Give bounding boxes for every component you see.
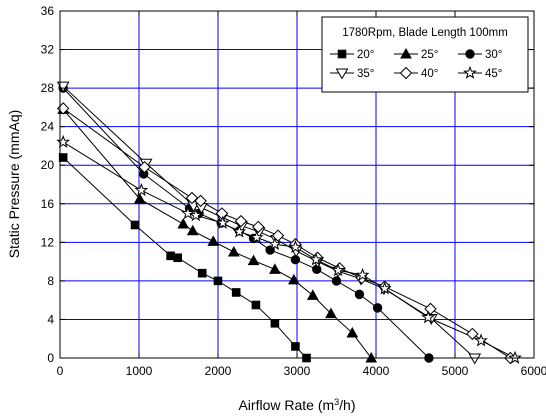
data-point-1	[247, 254, 260, 266]
legend-label: 40°	[421, 68, 438, 80]
data-point-5	[474, 333, 488, 347]
y-tick-label: 32	[41, 43, 55, 57]
x-axis-label: Airflow Rate (m3/h)	[238, 397, 355, 413]
y-tick-label: 0	[47, 351, 54, 365]
data-point-3	[468, 353, 482, 365]
data-point-2	[354, 289, 365, 300]
data-point-4	[234, 214, 248, 228]
y-tick-label: 28	[41, 81, 55, 95]
data-point-4	[138, 160, 151, 174]
y-tick-label: 4	[47, 312, 54, 326]
legend-label: 30°	[485, 49, 502, 61]
legend-marker	[399, 66, 413, 80]
data-point-4	[466, 327, 479, 341]
legend-marker	[463, 65, 477, 79]
data-point-0	[166, 251, 175, 261]
data-point-1	[207, 235, 220, 246]
legend-marker	[465, 49, 475, 59]
data-point-4	[424, 302, 437, 316]
data-point-1	[186, 224, 199, 236]
x-tick-label: 6000	[521, 364, 546, 378]
data-point-5	[309, 252, 323, 266]
data-point-0	[197, 268, 207, 278]
data-point-2	[290, 254, 301, 265]
axes: 0 1000 2000 3000 4000 5000 6000 0 4 8 12 16 20 24 28 32…	[41, 4, 546, 378]
grid	[60, 11, 534, 358]
data-point-2	[372, 303, 383, 313]
data-point-0	[213, 276, 223, 286]
data-point-1	[325, 307, 337, 319]
data-point-0	[291, 342, 300, 351]
data-point-5	[249, 230, 264, 244]
data-point-5	[215, 215, 230, 229]
data-point-5	[134, 183, 149, 197]
data-point-4	[194, 194, 207, 208]
data-point-5	[267, 237, 282, 251]
data-point-1	[227, 245, 240, 257]
x-tick-label: 5000	[442, 364, 469, 378]
data-point-4	[252, 220, 265, 234]
legend-title: 1780Rpm, Blade Length 100mm	[342, 27, 508, 39]
x-tick-label: 0	[57, 364, 64, 378]
data-point-1	[306, 289, 319, 300]
legend-marker	[337, 49, 347, 59]
y-tick-label: 8	[47, 274, 54, 288]
data-point-2	[331, 276, 342, 286]
data-point-5	[56, 134, 71, 148]
y-tick-label: 12	[41, 235, 55, 249]
legend-label: 35°	[357, 68, 374, 80]
data-point-1	[287, 273, 300, 285]
data-point-5	[421, 310, 436, 324]
data-point-0	[231, 288, 241, 297]
legend-label: 20°	[357, 49, 374, 61]
x-tick-label: 3000	[284, 364, 311, 378]
x-tick-label: 4000	[363, 364, 390, 378]
x-tick-label: 1000	[126, 364, 153, 378]
legend-label: 25°	[421, 49, 438, 61]
data-point-1	[346, 326, 359, 338]
x-tick-label: 2000	[205, 364, 232, 378]
y-tick-label: 20	[41, 158, 55, 172]
data-point-5	[331, 263, 345, 277]
data-point-5	[232, 224, 247, 238]
y-tick-label: 36	[41, 4, 55, 18]
data-point-0	[130, 220, 140, 230]
data-point-0	[58, 153, 68, 162]
y-tick-label: 16	[41, 197, 55, 211]
data-point-0	[173, 253, 183, 263]
legend-marker	[400, 47, 412, 59]
y-tick-label: 24	[41, 120, 55, 134]
data-point-1	[133, 192, 146, 204]
data-point-5	[508, 350, 522, 364]
legend-box	[321, 16, 529, 93]
legend-entries: 20° 25° 30° 35° 40° 45°	[330, 47, 502, 80]
data-point-0	[251, 300, 261, 310]
data-point-5	[377, 281, 392, 295]
data-point-1	[269, 263, 281, 274]
legend-marker	[335, 68, 349, 80]
legend-label: 45°	[485, 68, 502, 80]
data-point-5	[188, 208, 203, 222]
data-point-5	[181, 206, 195, 220]
data-point-0	[270, 319, 280, 328]
data-point-5	[288, 239, 303, 254]
y-axis-label: Static Pressure (mmAq)	[6, 110, 22, 259]
x-axis-label-tail: /h)	[339, 397, 355, 413]
data-point-1	[177, 217, 190, 229]
legend: 1780Rpm, Blade Length 100mm 20° 25° 30° 35°…	[321, 16, 529, 93]
x-axis-label-sup: 3	[334, 397, 339, 407]
data-point-5	[355, 267, 370, 281]
x-axis-label-main: Airflow Rate (m	[238, 397, 334, 413]
